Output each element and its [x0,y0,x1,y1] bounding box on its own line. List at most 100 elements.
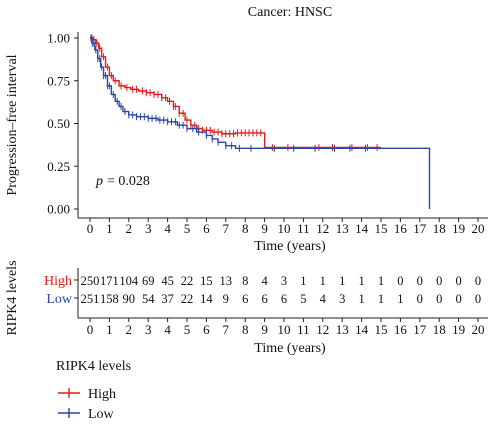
risk-count-cell: 0 [436,292,442,306]
risk-count-cell: 6 [281,292,287,306]
risk-count-cell: 1 [300,274,306,288]
risk-count-cell: 0 [417,274,423,288]
legend-label: Low [88,407,115,422]
y-tick-label: 0.25 [47,159,70,174]
risk-x-tick-label: 11 [297,322,310,337]
main-plot-axes [77,32,488,219]
risk-count-cell: 69 [142,274,155,288]
y-axis-title: Progression–free interval [5,54,20,195]
x-tick-label: 7 [223,221,230,236]
risk-count-cell: 22 [181,274,194,288]
risk-count-cell: 9 [223,292,229,306]
risk-x-axis-title: Time (years) [254,341,326,356]
x-ticks-main: 0 1 2 3 4 5 6 7 8 9 10 11 12 13 14 15 16 17 18 19 20 [87,218,485,236]
risk-x-tick-label: 3 [145,322,152,337]
x-tick-label: 0 [87,221,94,236]
y-tick-label: 0.50 [47,116,70,131]
risk-count-cell: 1 [358,274,364,288]
risk-count-cell: 45 [161,274,174,288]
risk-x-tick-label: 12 [316,322,329,337]
y-ticks: 0.00 0.25 0.50 0.75 1.00 [47,31,78,217]
risk-count-cell: 5 [300,292,306,306]
risk-count-cell: 0 [455,292,461,306]
risk-x-tick-label: 8 [242,322,249,337]
risk-count-cell: 1 [378,292,384,306]
x-tick-label: 20 [472,221,485,236]
survival-curves [90,34,431,209]
x-tick-label: 3 [145,221,152,236]
curve-high [90,37,381,149]
risk-count-cell: 0 [475,292,481,306]
risk-x-tick-label: 14 [355,322,369,337]
risk-count-cell: 6 [242,292,248,306]
y-tick-label: 0.00 [47,202,70,217]
risk-table-title: RIPK4 levels [5,260,20,335]
chart-title: Cancer: HNSC [248,5,332,20]
risk-row-label-high: High [44,274,72,289]
x-tick-label: 15 [375,221,388,236]
risk-x-tick-label: 10 [278,322,291,337]
x-tick-label: 4 [164,221,171,236]
legend-title: RIPK4 levels [56,359,131,374]
risk-x-tick-label: 13 [336,322,349,337]
legend-item-low: Low [58,407,115,422]
risk-count-cell: 3 [281,274,287,288]
risk-x-tick-label: 19 [452,322,465,337]
risk-count-cell: 4 [261,274,268,288]
risk-count-cell: 1 [378,274,384,288]
x-tick-label: 19 [452,221,465,236]
x-tick-label: 18 [433,221,446,236]
risk-x-tick-label: 16 [394,322,408,337]
risk-count-cell: 54 [142,292,155,306]
risk-x-tick-label: 6 [203,322,210,337]
x-tick-label: 11 [297,221,310,236]
risk-x-tick-label: 15 [375,322,388,337]
risk-count-cell: 22 [181,292,194,306]
risk-count-cell: 3 [339,292,345,306]
risk-x-tick-label: 17 [413,322,427,337]
x-tick-label: 17 [413,221,427,236]
y-tick-label: 1.00 [47,31,70,46]
risk-count-cell: 8 [242,274,248,288]
risk-x-tick-label: 1 [106,322,113,337]
risk-count-cell: 0 [436,274,442,288]
p-label: p [95,174,103,189]
x-tick-label: 10 [278,221,291,236]
x-axis-title: Time (years) [254,239,326,254]
risk-count-cell: 6 [261,292,267,306]
legend-items: High Low [58,387,116,422]
x-tick-label: 13 [336,221,349,236]
risk-x-tick-label: 0 [87,322,94,337]
p-value: = 0.028 [107,174,150,189]
risk-row-label-low: Low [46,292,73,307]
x-tick-label: 6 [203,221,210,236]
x-tick-label: 9 [261,221,268,236]
risk-count-cell: 13 [220,274,233,288]
risk-x-tick-label: 18 [433,322,446,337]
risk-count-cell: 4 [320,292,327,306]
legend-label: High [88,387,116,402]
risk-count-cell: 90 [123,292,136,306]
risk-count-cell: 1 [358,292,364,306]
risk-x-tick-label: 5 [184,322,191,337]
risk-count-cell: 1 [320,274,326,288]
risk-count-cell: 0 [475,274,481,288]
risk-count-cell: 15 [200,274,213,288]
risk-count-cell: 171 [100,274,119,288]
risk-count-cell: 0 [417,292,423,306]
risk-count-cell: 158 [100,292,119,306]
risk-x-tick-label: 7 [223,322,230,337]
y-tick-label: 0.75 [47,73,70,88]
risk-count-cell: 250 [81,274,100,288]
legend-item-high: High [58,387,116,402]
risk-count-cell: 14 [200,292,213,306]
x-tick-label: 5 [184,221,191,236]
risk-count-cell: 251 [81,292,100,306]
risk-count-cell: 1 [339,274,345,288]
x-tick-label: 12 [316,221,329,236]
risk-count-cell: 0 [397,274,403,288]
risk-x-tick-label: 4 [164,322,171,337]
p-value-annotation: p = 0.028 [95,174,150,189]
